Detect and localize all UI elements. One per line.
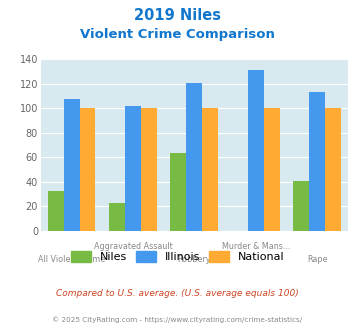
Text: All Violent Crime: All Violent Crime xyxy=(38,255,105,264)
Bar xyxy=(80,109,95,231)
Bar xyxy=(64,99,80,231)
Bar xyxy=(141,109,157,231)
Text: Aggravated Assault: Aggravated Assault xyxy=(94,242,172,251)
Bar xyxy=(309,92,325,231)
Text: Rape: Rape xyxy=(307,255,327,264)
Bar xyxy=(170,152,186,231)
Text: Robbery: Robbery xyxy=(178,255,211,264)
Text: 2019 Niles: 2019 Niles xyxy=(134,8,221,23)
Bar xyxy=(125,106,141,231)
Text: Compared to U.S. average. (U.S. average equals 100): Compared to U.S. average. (U.S. average … xyxy=(56,289,299,298)
Text: Violent Crime Comparison: Violent Crime Comparison xyxy=(80,28,275,41)
Bar xyxy=(202,109,218,231)
Bar xyxy=(109,203,125,231)
Bar xyxy=(186,83,202,231)
Bar xyxy=(293,181,309,231)
Bar xyxy=(248,70,264,231)
Text: Murder & Mans...: Murder & Mans... xyxy=(222,242,290,251)
Bar xyxy=(325,109,341,231)
Bar xyxy=(264,109,280,231)
Text: © 2025 CityRating.com - https://www.cityrating.com/crime-statistics/: © 2025 CityRating.com - https://www.city… xyxy=(53,317,302,323)
Legend: Niles, Illinois, National: Niles, Illinois, National xyxy=(66,247,289,267)
Bar xyxy=(48,190,64,231)
